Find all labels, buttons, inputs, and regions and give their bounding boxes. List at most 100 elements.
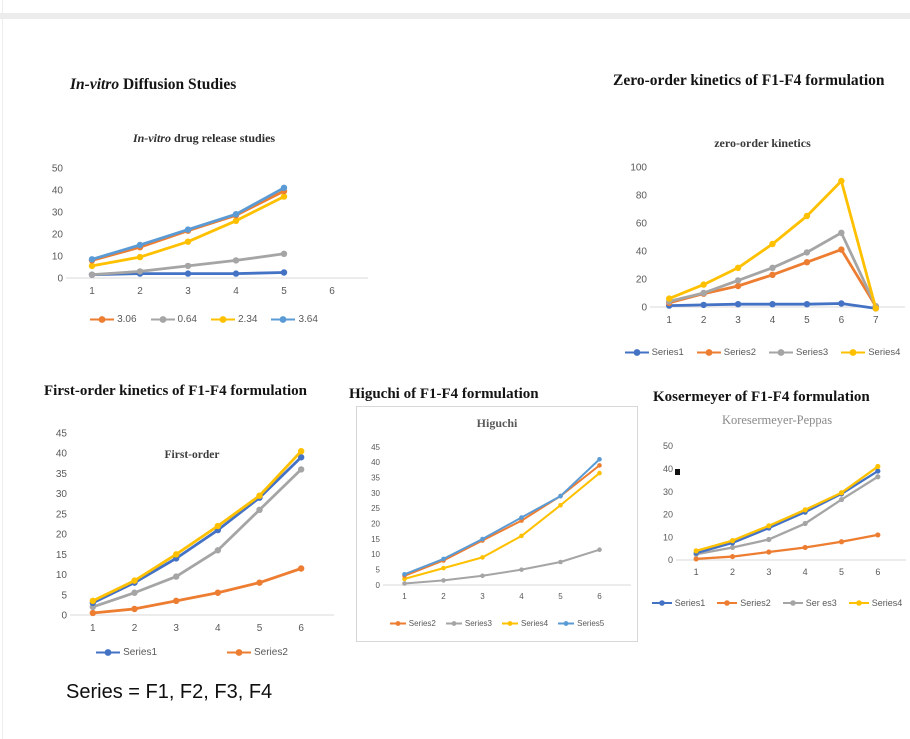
legend-label: Series2	[740, 598, 771, 608]
data-point-marker	[872, 305, 879, 312]
data-point-marker	[803, 301, 811, 308]
data-point-marker	[297, 565, 305, 572]
legend-marker-icon	[90, 316, 115, 323]
data-point-marker	[597, 470, 602, 476]
invitro-release-chart: In-vitro drug release studies 50 40 30 20 10…	[38, 130, 370, 325]
x-axis-tick-label: 2	[132, 623, 138, 634]
data-point-marker	[402, 581, 407, 586]
legend-label: Series1	[123, 647, 157, 658]
top-gray-band	[0, 13, 910, 19]
data-point-marker	[729, 544, 736, 551]
x-axis-tick-label: 1	[402, 592, 407, 601]
data-series-line	[91, 567, 303, 615]
data-point-marker	[232, 257, 240, 264]
data-point-marker	[297, 454, 305, 461]
data-point-marker	[769, 301, 776, 308]
x-axis-tick-label: 4	[215, 623, 221, 634]
data-point-marker	[802, 507, 808, 513]
data-point-marker	[136, 241, 144, 249]
data-point-marker	[729, 538, 736, 544]
legend-label: 3.06	[117, 314, 137, 325]
data-point-marker	[766, 536, 772, 543]
data-point-marker	[172, 597, 180, 605]
legend-label: Series3	[796, 347, 829, 358]
legend-marker-icon	[150, 316, 175, 323]
data-point-marker	[256, 579, 263, 586]
legend-item: Series4	[848, 598, 903, 608]
data-series-line	[91, 468, 303, 609]
data-point-marker	[875, 474, 881, 480]
black-square-marker	[675, 469, 680, 475]
chart-title-text: Higuchi	[476, 416, 518, 430]
data-point-marker	[131, 605, 138, 613]
chart-title: Higuchi	[357, 415, 637, 431]
y-axis-tick-label: 0	[668, 555, 673, 565]
legend-item: 3.64	[271, 314, 318, 325]
data-point-marker	[769, 240, 776, 248]
data-point-marker	[232, 217, 240, 224]
data-point-marker	[802, 520, 808, 527]
x-axis-tick-label: 3	[173, 623, 179, 634]
legend-label: Series5	[577, 619, 605, 628]
data-point-marker	[280, 184, 288, 191]
y-axis-tick-label: 60	[636, 219, 648, 230]
data-point-marker	[558, 559, 563, 565]
invitro-plot-area: 50 40 30 20 10 0 1 2 3 4 5 6	[52, 164, 368, 297]
data-point-marker	[480, 555, 485, 560]
data-point-marker	[875, 532, 881, 538]
y-axis-tick-label: 40	[56, 449, 68, 460]
data-point-marker	[838, 496, 845, 503]
x-axis-tick-label: 6	[839, 315, 845, 326]
data-point-marker	[700, 301, 707, 309]
y-axis-tick-label: 20	[52, 230, 64, 241]
legend-label: Series4	[871, 598, 903, 608]
data-point-marker	[280, 193, 288, 200]
legend-marker-icon	[651, 600, 672, 606]
chart-title-text: drug release studies	[170, 131, 276, 145]
legend-item: Series3	[445, 619, 492, 628]
legend-item: 2.34	[211, 314, 257, 325]
data-point-marker	[232, 270, 240, 277]
data-point-marker	[131, 589, 138, 596]
data-point-marker	[558, 502, 563, 508]
legend-item: Series4	[841, 347, 900, 358]
x-axis-tick-label: 3	[480, 592, 485, 601]
data-point-marker	[838, 229, 845, 236]
y-axis-tick-label: 5	[61, 590, 67, 601]
legend-item: Series2	[696, 347, 756, 358]
y-axis-tick-label: 40	[663, 464, 673, 474]
section-heading-first-order: First-order kinetics of F1-F4 formulatio…	[44, 383, 307, 400]
chart-title: In-vitro drug release studies	[38, 130, 370, 146]
heading-text: Zero-order kinetics of F1-F4 formulation	[613, 72, 885, 89]
x-axis-tick-label: 4	[770, 315, 776, 326]
zero-order-plot-area: 100 80 60 40 20 0 1 2 3 4 5 6 7	[630, 163, 905, 326]
legend-label: Series2	[254, 647, 288, 658]
data-point-marker	[184, 226, 192, 233]
legend-item: Ser es3	[782, 598, 837, 608]
legend-label: 2.34	[238, 314, 258, 325]
y-axis-tick-label: 50	[663, 441, 673, 451]
data-point-marker	[519, 515, 524, 520]
data-point-marker	[838, 177, 845, 185]
data-point-marker	[519, 533, 524, 539]
x-axis-tick-label: 1	[666, 315, 672, 326]
data-point-marker	[214, 589, 222, 596]
legend-label: 3.64	[298, 314, 318, 325]
x-axis-tick-label: 3	[766, 567, 771, 577]
data-point-marker	[297, 448, 305, 455]
first-order-chart: First-order 45 40 35 30 25 20 15 10 5 0 1 2 3 4 5 6 Ser…	[42, 417, 342, 658]
legend-label: Series2	[408, 619, 436, 628]
legend-label: Series1	[651, 347, 684, 358]
data-point-marker	[280, 250, 288, 257]
y-axis-tick-label: 0	[376, 581, 381, 590]
legend-marker-icon	[96, 649, 121, 656]
section-heading-higuchi: Higuchi of F1-F4 formulation	[349, 386, 539, 403]
legend-item: Series1	[651, 598, 705, 608]
legend-label: Series3	[464, 619, 492, 628]
legend-marker-icon	[848, 600, 869, 606]
y-axis-tick-label: 35	[56, 469, 68, 480]
x-axis-tick-label: 1	[90, 623, 96, 634]
y-axis-tick-label: 40	[636, 247, 648, 258]
data-point-marker	[558, 493, 563, 499]
